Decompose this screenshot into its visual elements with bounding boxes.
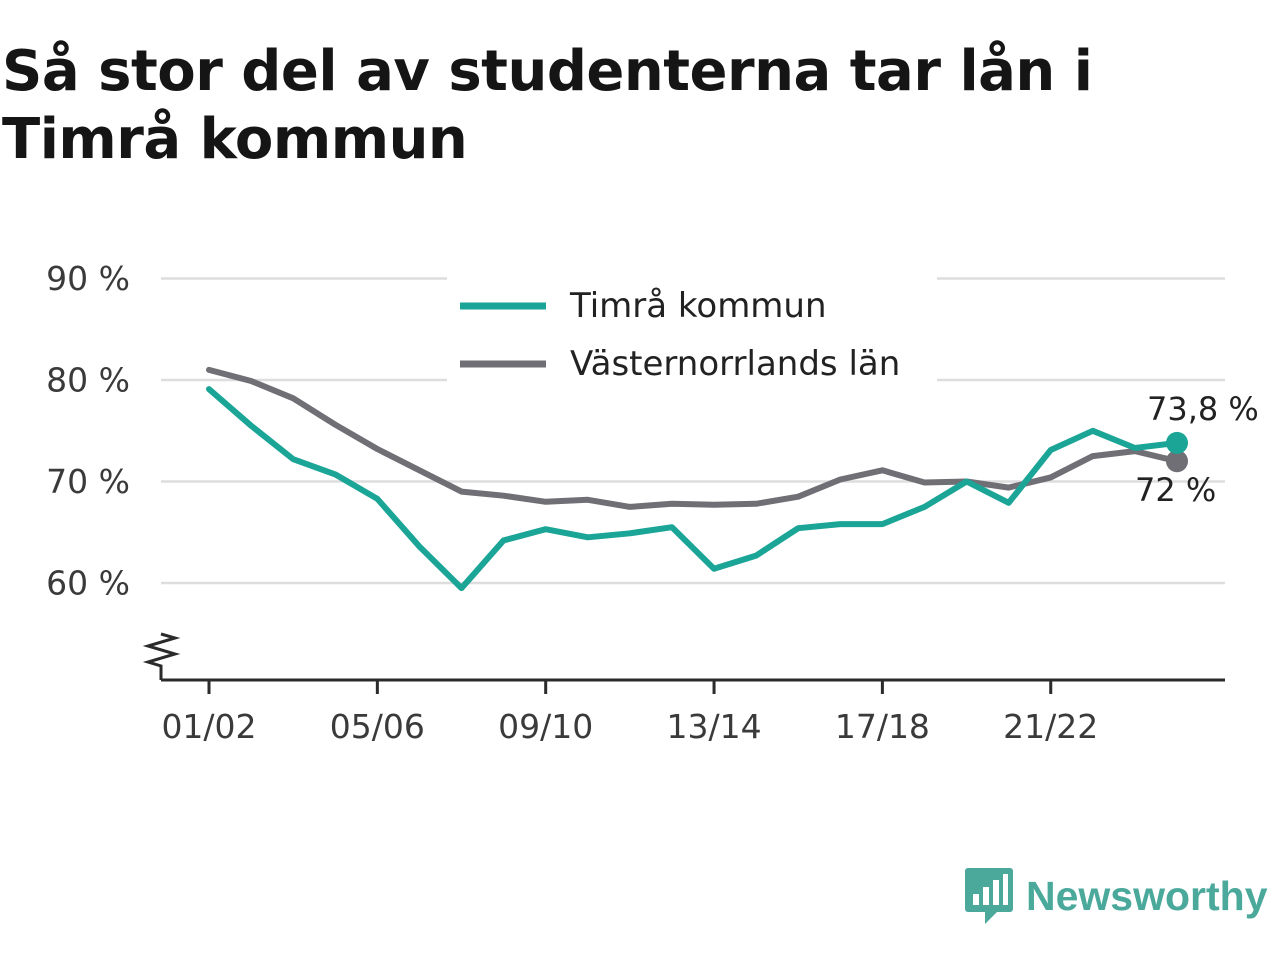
end-label: 72 % xyxy=(1135,471,1216,509)
legend-background xyxy=(447,276,937,388)
axes xyxy=(142,632,1225,682)
y-axis-labels: 60 % 70 % 80 % 90 % xyxy=(46,259,130,603)
y-tick-label: 60 % xyxy=(46,564,130,603)
chart-title: Så stor del av studenterna tar lån i Tim… xyxy=(2,39,1093,172)
series-end-point xyxy=(1166,431,1188,454)
legend-label: Västernorrlands län xyxy=(570,344,900,384)
x-axis-ticks: 01/02 05/06 09/10 13/14 17/18 21/22 xyxy=(161,680,1098,746)
x-tick-label: 21/22 xyxy=(1003,707,1098,746)
newsworthy-brand: Newsworthy xyxy=(964,864,1268,928)
series-line xyxy=(206,366,1180,510)
end-label: 73,8 % xyxy=(1147,390,1259,428)
series-lines xyxy=(206,366,1188,592)
series-line xyxy=(206,386,1180,592)
y-tick-label: 70 % xyxy=(46,462,130,501)
legend-label: Timrå kommun xyxy=(569,286,827,326)
y-axis-break-line xyxy=(142,632,181,680)
y-tick-label: 90 % xyxy=(46,259,130,298)
x-tick-label: 05/06 xyxy=(330,707,425,746)
y-tick-label: 80 % xyxy=(46,361,130,400)
x-tick-label: 01/02 xyxy=(161,707,256,746)
end-labels: 73,8 % 72 % xyxy=(1135,390,1259,509)
x-tick-label: 09/10 xyxy=(498,707,593,746)
x-tick-label: 17/18 xyxy=(835,707,930,746)
series-end-point xyxy=(1166,450,1188,473)
newsworthy-logo-icon xyxy=(965,868,1013,924)
brand-name: Newsworthy xyxy=(1026,872,1268,919)
legend: Timrå kommun Västernorrlands län xyxy=(447,276,937,388)
x-tick-label: 13/14 xyxy=(666,707,761,746)
